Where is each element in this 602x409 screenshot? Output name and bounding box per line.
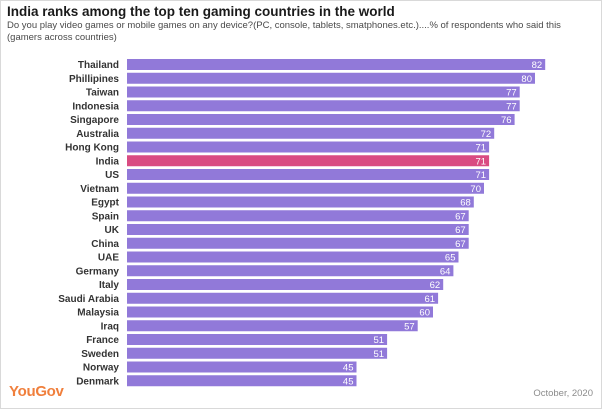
bar-norway [127,361,357,373]
value-label: 45 [343,376,354,387]
value-label: 67 [455,211,466,222]
category-label: France [86,335,119,346]
bar-india [127,155,490,167]
category-label: Phillipines [69,74,119,85]
category-label: India [96,156,120,167]
bar-france [127,334,388,345]
bar-phillipines [127,72,535,84]
category-label: Singapore [70,115,119,126]
bar-hong-kong [127,141,490,153]
category-label: Egypt [91,198,119,209]
bar-germany [127,265,454,277]
value-label: 51 [374,349,385,360]
bar-us [127,169,490,180]
bar-australia [127,127,495,139]
category-label: UAE [98,253,119,264]
value-label: 77 [506,88,517,99]
bar-sweden [127,347,388,359]
bar-uk [127,224,469,235]
category-label: Iraq [101,321,119,332]
category-label: Taiwan [86,88,119,99]
bar-spain [127,210,469,222]
value-label: 68 [460,198,471,209]
category-label: UK [105,225,120,236]
bar-china [127,237,469,249]
value-label: 67 [455,239,466,250]
bar-uae [127,251,459,263]
value-label: 62 [430,280,441,291]
bar-denmark [127,375,357,387]
value-label: 70 [470,184,481,195]
value-label: 71 [476,170,487,181]
category-label: Hong Kong [65,143,119,154]
value-label: 67 [455,225,466,236]
value-label: 45 [343,363,354,374]
value-label: 65 [445,253,456,264]
category-label: Vietnam [80,184,119,195]
chart-title: India ranks among the top ten gaming cou… [7,4,395,19]
value-label: 51 [374,335,385,346]
value-label: 77 [506,101,517,112]
value-label: 80 [521,74,532,85]
bar-egypt [127,196,474,208]
category-label: Australia [76,129,119,140]
value-label: 61 [425,294,436,305]
category-label: Denmark [76,376,119,387]
category-label: Norway [83,363,120,374]
bar-indonesia [127,100,520,112]
chart-subtitle: Do you play video games or mobile games … [7,20,561,43]
category-label: Italy [99,280,119,291]
bar-thailand [127,59,546,70]
chart-date: October, 2020 [533,388,593,399]
value-label: 76 [501,115,512,126]
category-label: Thailand [78,60,119,71]
yougov-logo: YouGov [9,383,64,400]
value-label: 71 [476,156,487,167]
bar-italy [127,279,444,290]
category-label: Saudi Arabia [58,294,119,305]
bar-malaysia [127,306,433,318]
value-label: 71 [476,143,487,154]
category-label: Germany [76,266,120,277]
bar-vietnam [127,182,484,194]
bar-singapore [127,114,515,125]
value-label: 60 [419,308,430,319]
category-label: Malaysia [77,308,119,319]
value-label: 57 [404,321,415,332]
category-label: US [105,170,119,181]
bar-taiwan [127,86,520,98]
category-label: Indonesia [72,101,119,112]
category-label: Sweden [81,349,119,360]
value-label: 64 [440,266,451,277]
bar-iraq [127,320,418,332]
value-label: 72 [481,129,492,140]
category-label: Spain [92,211,119,222]
category-label: China [91,239,119,250]
value-label: 82 [532,60,543,71]
bar-saudi-arabia [127,292,439,304]
